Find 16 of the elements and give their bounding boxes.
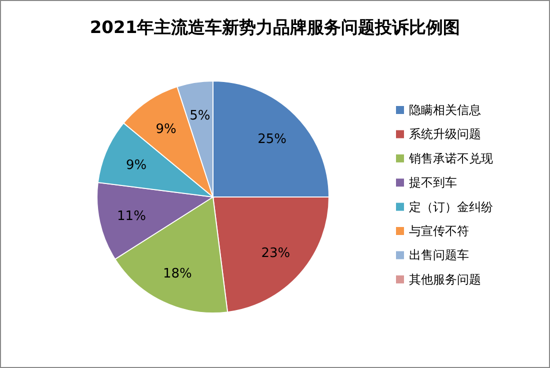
data-label: 18%: [162, 266, 192, 282]
legend-label: 隐瞒相关信息: [409, 103, 481, 117]
data-label: 9%: [126, 158, 147, 173]
legend-label: 与宣传不符: [409, 224, 469, 238]
data-label: 11%: [117, 209, 146, 224]
legend-label: 定（订）金纠纷: [409, 200, 493, 214]
data-label: 9%: [156, 122, 176, 137]
chart-title: 2021年主流造车新势力品牌服务问题投诉比例图: [90, 18, 460, 38]
legend-label: 系统升级问题: [409, 127, 481, 142]
data-label: 5%: [190, 108, 210, 124]
legend-label: 其他服务问题: [409, 272, 481, 286]
data-label: 23%: [261, 246, 290, 262]
legend-label: 出售问题车: [409, 248, 469, 262]
data-label: 25%: [258, 132, 287, 147]
legend-label: 销售承诺不兑现: [408, 151, 493, 166]
legend-label: 提不到车: [409, 176, 457, 190]
